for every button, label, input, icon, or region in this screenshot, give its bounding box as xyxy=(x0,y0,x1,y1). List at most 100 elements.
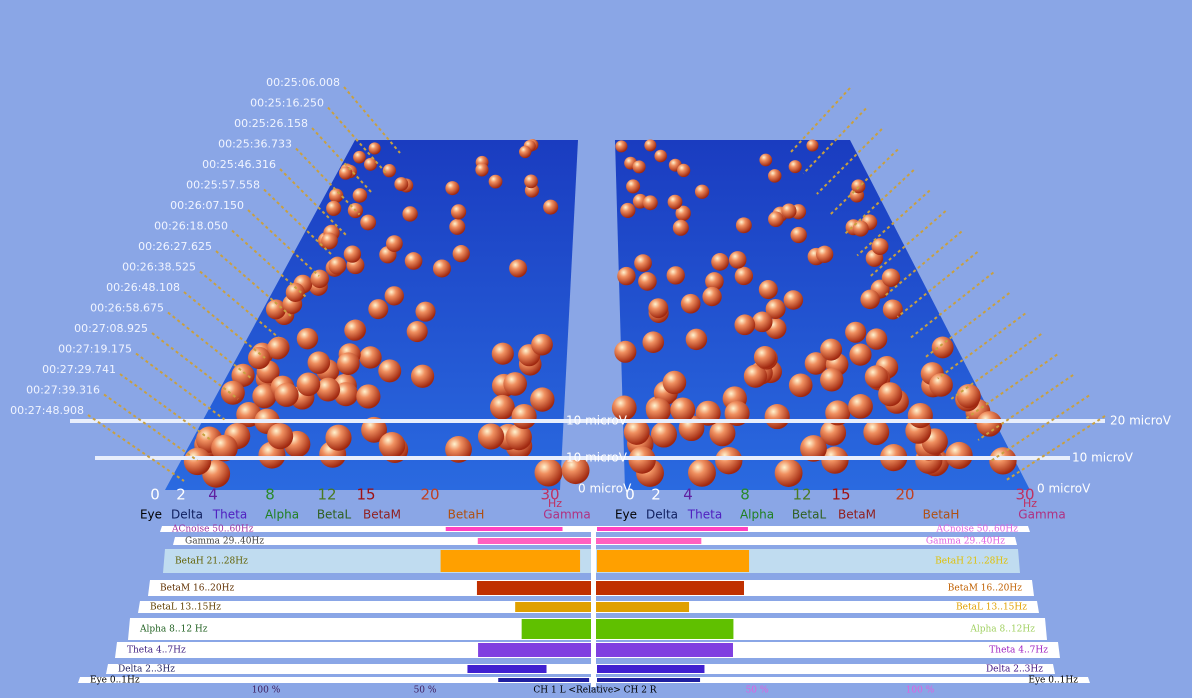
timestamp: 00:26:58.675 xyxy=(90,302,164,315)
pole xyxy=(119,373,212,441)
peak xyxy=(989,447,1017,475)
timestamp: 00:26:48.108 xyxy=(106,281,180,294)
pole xyxy=(829,148,899,216)
peak xyxy=(816,245,834,263)
peak xyxy=(361,416,387,443)
peak xyxy=(325,424,352,451)
pole xyxy=(789,87,851,154)
peak xyxy=(790,226,807,244)
peak xyxy=(611,395,637,421)
timestamp: 00:26:07.150 xyxy=(170,199,244,212)
peak xyxy=(452,245,470,263)
amplitude-label: 10 microV xyxy=(566,451,628,465)
peak xyxy=(220,380,245,405)
pole xyxy=(977,374,1074,441)
histogram xyxy=(597,665,705,673)
timestamp: 00:25:36.733 xyxy=(218,138,292,151)
timestamp: 00:26:27.625 xyxy=(138,240,212,253)
timestamp: 00:25:06.008 xyxy=(266,76,340,89)
peak xyxy=(307,351,331,374)
peak xyxy=(781,203,797,219)
pole xyxy=(343,86,401,154)
row-label: Eye 0..1Hz xyxy=(1028,676,1078,686)
peak xyxy=(475,163,489,177)
histogram xyxy=(445,527,563,531)
peak xyxy=(378,432,406,459)
peak xyxy=(404,252,423,270)
peak xyxy=(688,458,716,487)
peak xyxy=(945,441,973,469)
band-label: Eye xyxy=(140,508,162,522)
scale-label: CH 1 L <Relative> CH 2 R xyxy=(533,686,656,696)
band-label: Alpha xyxy=(740,508,774,522)
peak xyxy=(368,142,381,155)
pole xyxy=(87,414,185,482)
pole xyxy=(231,229,307,298)
pole xyxy=(247,209,320,277)
pole xyxy=(843,169,915,236)
histogram xyxy=(597,581,745,595)
peak xyxy=(705,272,724,291)
peak xyxy=(804,352,828,375)
peak xyxy=(337,352,360,375)
histogram xyxy=(597,602,690,612)
peak xyxy=(654,149,667,163)
peak xyxy=(871,238,889,255)
pole xyxy=(327,106,388,175)
frequency-label: 0 xyxy=(625,486,635,504)
peak xyxy=(759,153,773,167)
peak xyxy=(788,160,802,174)
peak xyxy=(353,150,366,164)
frequency-label: 20 xyxy=(420,486,439,504)
row-label: BetaH 21..28Hz xyxy=(175,557,248,567)
pole xyxy=(215,250,293,318)
peak xyxy=(343,245,362,263)
peak xyxy=(505,424,532,451)
peak xyxy=(634,254,652,272)
peak xyxy=(352,188,368,203)
band-label: Eye xyxy=(615,508,637,522)
peak xyxy=(620,202,636,219)
peak xyxy=(863,419,890,446)
pole xyxy=(151,332,239,400)
peak xyxy=(734,314,756,336)
histogram xyxy=(478,643,614,657)
scale-label: 50 % xyxy=(746,686,769,696)
peak xyxy=(378,359,402,383)
band-label: BetaL xyxy=(317,508,352,522)
row-label: Gamma 29..40Hz xyxy=(926,537,1005,547)
peak xyxy=(402,206,418,222)
peak xyxy=(531,333,553,356)
timestamp: 00:26:38.525 xyxy=(122,261,196,274)
row-label: BetaL 13..15Hz xyxy=(956,603,1027,613)
timestamp: 00:27:39.316 xyxy=(26,384,100,397)
pole xyxy=(896,251,979,318)
pole xyxy=(937,312,1026,380)
pole xyxy=(167,311,253,380)
peak xyxy=(806,139,819,152)
peak xyxy=(267,423,294,450)
peak xyxy=(530,387,555,412)
peak xyxy=(615,140,628,153)
peak xyxy=(788,373,813,398)
peak xyxy=(753,345,777,369)
band-label: BetaL xyxy=(792,508,827,522)
peak xyxy=(450,204,467,220)
histogram xyxy=(597,678,701,682)
peak xyxy=(382,164,396,178)
peak xyxy=(316,377,341,402)
row-label: BetaH 21..28Hz xyxy=(935,557,1008,567)
peak xyxy=(477,423,505,450)
peak xyxy=(415,301,436,322)
pole xyxy=(1004,415,1106,482)
peak xyxy=(709,420,736,447)
amplitude-line xyxy=(95,456,1070,460)
timestamp: 00:27:19.175 xyxy=(58,343,132,356)
peak xyxy=(266,337,289,360)
row-strip xyxy=(106,664,1055,674)
peak xyxy=(751,311,773,333)
pole xyxy=(311,127,374,195)
histogram xyxy=(440,550,581,572)
peak xyxy=(728,251,747,269)
row-label: BetaM 16..20Hz xyxy=(160,584,234,594)
